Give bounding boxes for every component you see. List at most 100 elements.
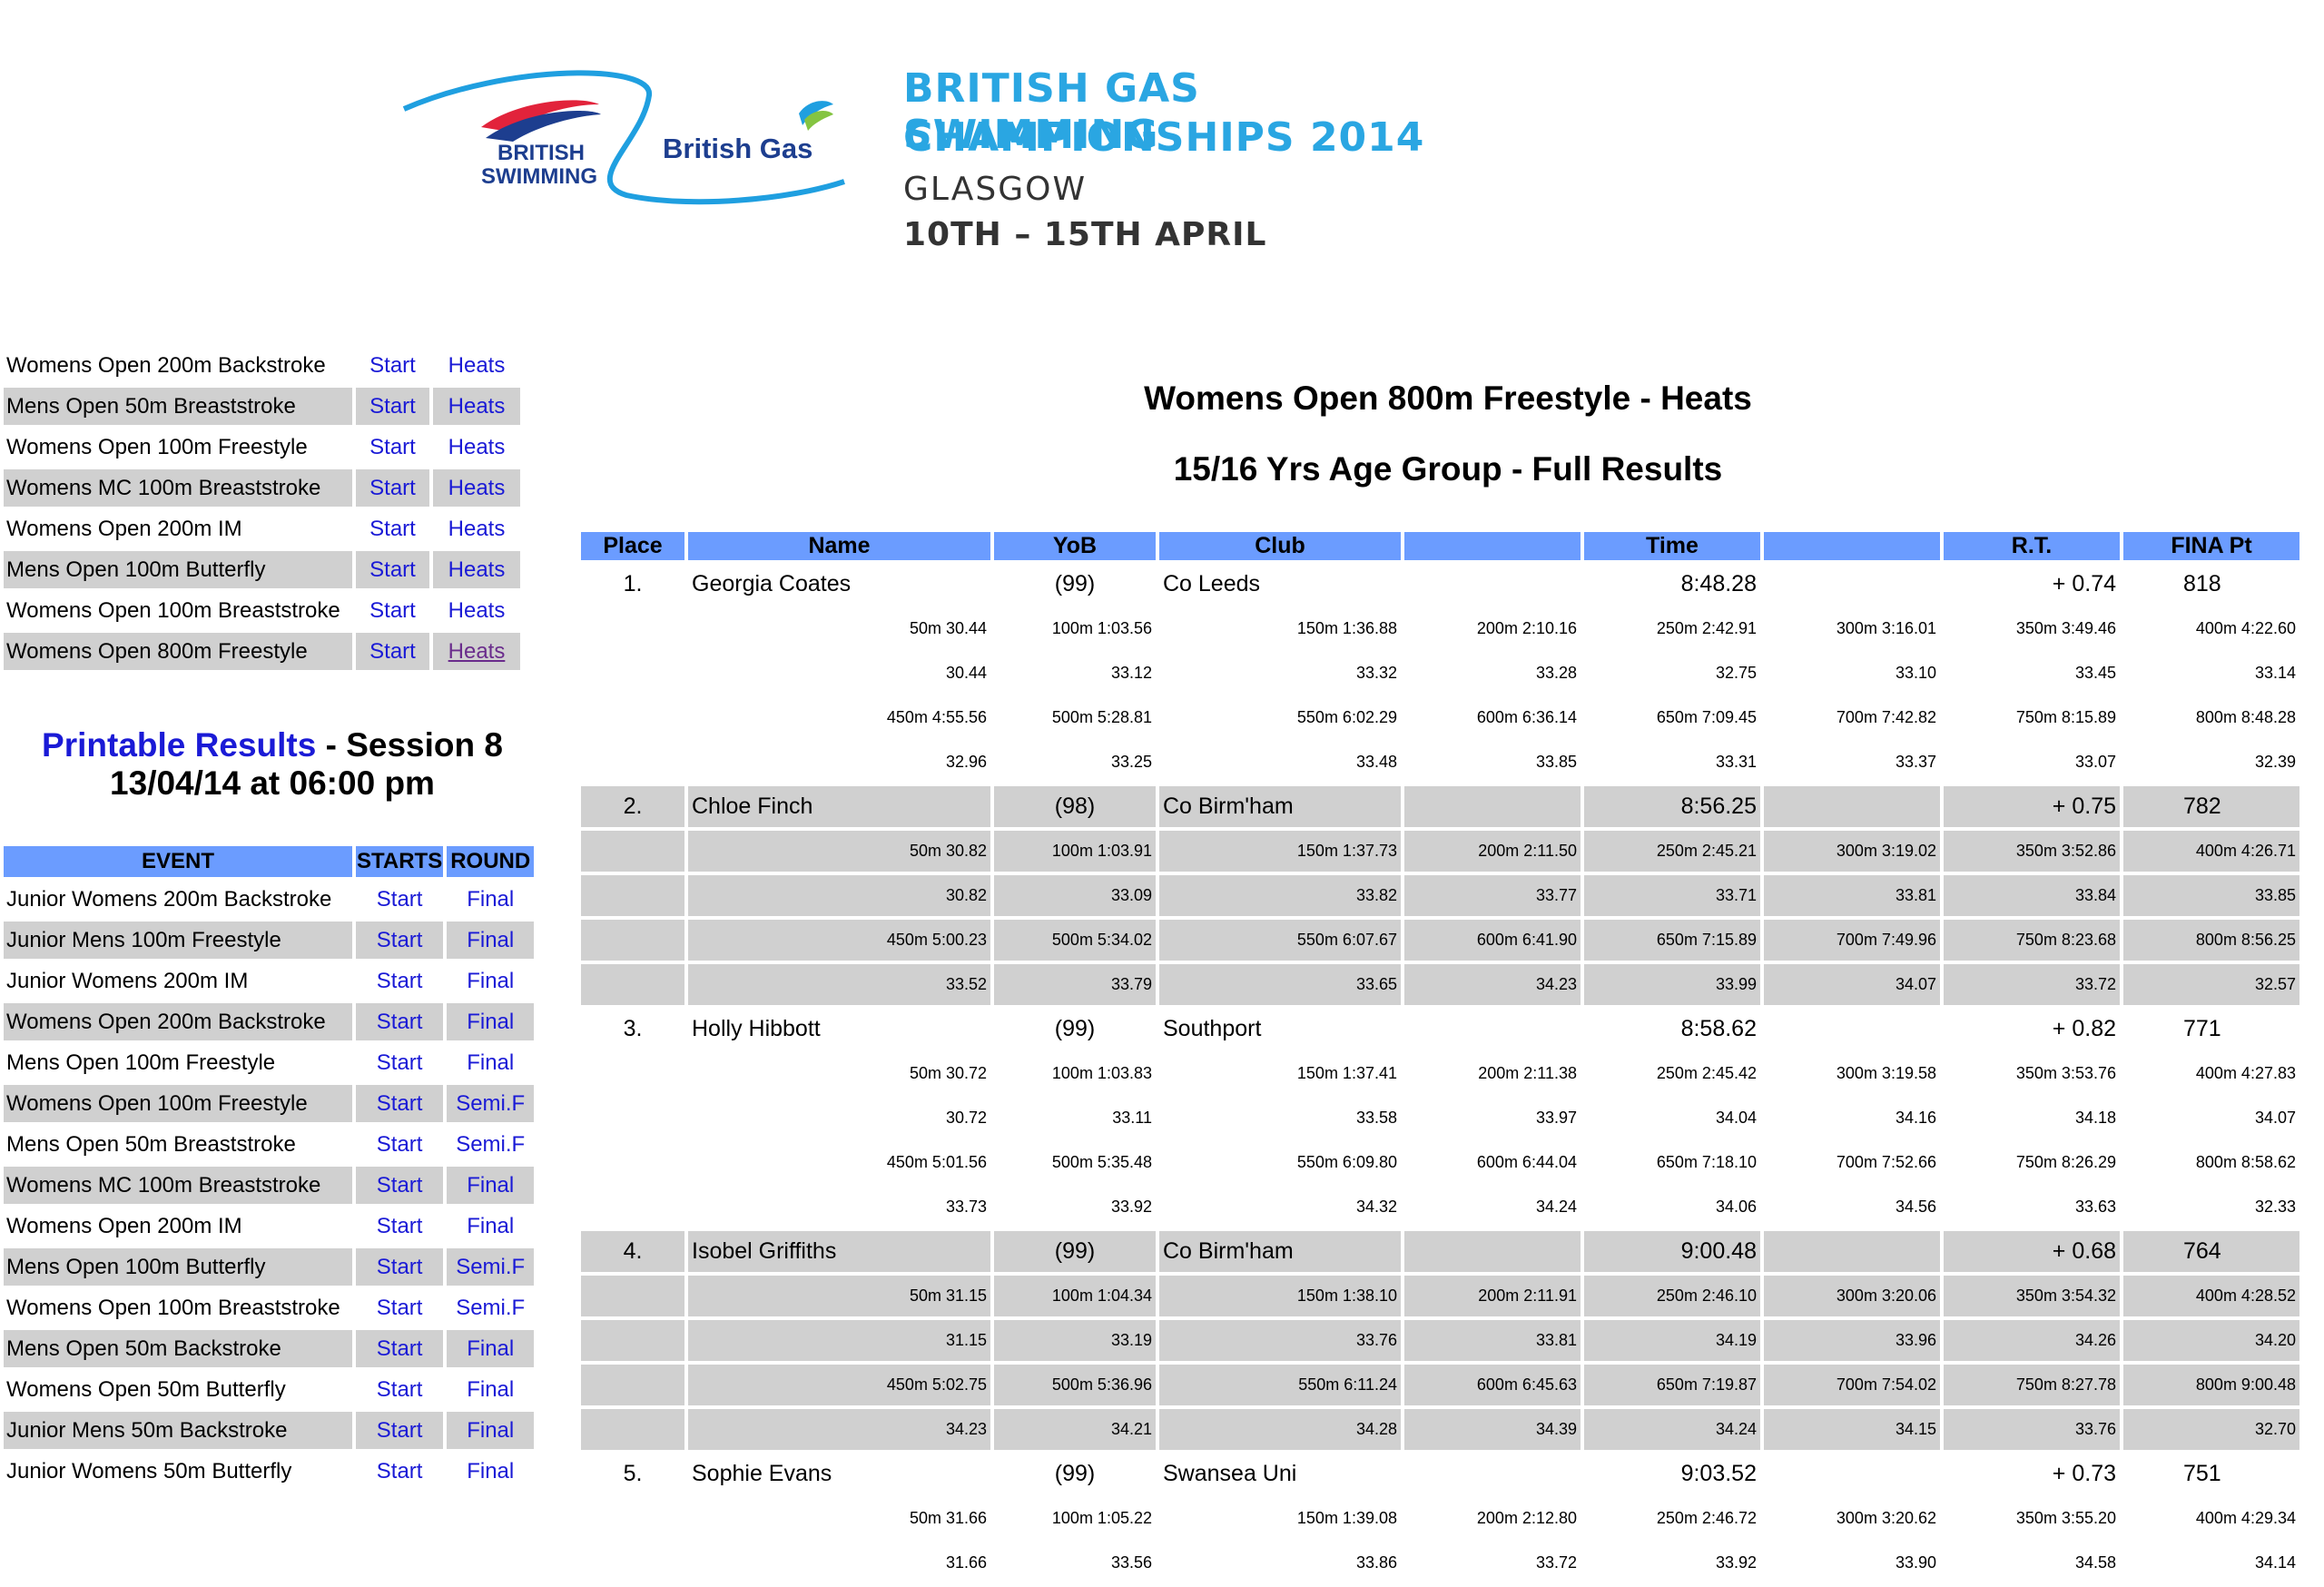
championship-title-line1: BRITISH GAS SWIMMING bbox=[903, 65, 1200, 158]
heats-link[interactable]: Heats bbox=[448, 557, 506, 582]
round-link[interactable]: Final bbox=[467, 1376, 515, 1402]
split-value: 350m 3:49.46 bbox=[2015, 619, 2116, 637]
start-link[interactable]: Start bbox=[369, 393, 416, 419]
split-value: 50m 30.72 bbox=[909, 1064, 987, 1082]
start-link[interactable]: Start bbox=[376, 1090, 423, 1116]
event-name: Mens Open 100m Freestyle bbox=[6, 1050, 276, 1075]
round-cell: Heats bbox=[433, 429, 520, 466]
col-header-yob: YoB bbox=[994, 532, 1156, 560]
result-row: 5. Sophie Evans (99) Swansea Uni 9:03.52 + 0.… bbox=[581, 1454, 2299, 1494]
start-link[interactable]: Start bbox=[369, 352, 416, 378]
round-link[interactable]: Final bbox=[467, 1213, 515, 1238]
event-name: Womens Open 200m Backstroke bbox=[4, 1003, 352, 1040]
split-value: 100m 1:05.22 bbox=[1051, 1509, 1152, 1527]
start-link[interactable]: Start bbox=[376, 1295, 423, 1320]
start-link[interactable]: Start bbox=[376, 1172, 423, 1198]
start-link[interactable]: Start bbox=[376, 1336, 423, 1361]
heats-link[interactable]: Heats bbox=[448, 475, 506, 500]
split-value: 33.58 bbox=[1355, 1109, 1397, 1127]
start-cell: Start bbox=[356, 1330, 444, 1367]
round-link[interactable]: Final bbox=[467, 886, 515, 912]
heats-link[interactable]: Heats bbox=[448, 352, 506, 378]
split-value: 34.23 bbox=[1404, 964, 1581, 1005]
start-link[interactable]: Start bbox=[376, 927, 423, 952]
round-link[interactable]: Semi.F bbox=[456, 1254, 526, 1279]
start-link[interactable]: Start bbox=[376, 968, 423, 993]
heats-link[interactable]: Heats bbox=[448, 434, 506, 459]
split-value: 34.18 bbox=[2074, 1109, 2116, 1127]
event-link-row: Mens Open 50m Breaststroke Start Heats bbox=[4, 388, 520, 425]
round-cell: Heats bbox=[433, 633, 520, 670]
round-link[interactable]: Final bbox=[467, 1458, 515, 1484]
round-link[interactable]: Semi.F bbox=[456, 1090, 526, 1116]
start-link[interactable]: Start bbox=[369, 475, 416, 500]
split-value: 33.12 bbox=[1110, 664, 1152, 682]
event-link-row: Womens Open 200m IM Start Heats bbox=[4, 510, 520, 547]
round-link[interactable]: Final bbox=[467, 1009, 515, 1034]
time: 9:00.48 bbox=[1584, 1231, 1760, 1272]
round-link[interactable]: Final bbox=[467, 968, 515, 993]
split-value: 100m 1:04.34 bbox=[994, 1276, 1156, 1316]
start-link[interactable]: Start bbox=[369, 638, 416, 664]
split-value: 33.77 bbox=[1404, 875, 1581, 916]
start-link[interactable]: Start bbox=[376, 1417, 423, 1443]
heats-link[interactable]: Heats bbox=[448, 393, 506, 419]
split-value: 750m 8:27.78 bbox=[1944, 1365, 2120, 1405]
session-event-row: Mens Open 100m Freestyle Start Final bbox=[4, 1044, 534, 1081]
round-link[interactable]: Final bbox=[467, 1336, 515, 1361]
split-value: 650m 7:09.45 bbox=[1656, 708, 1757, 726]
split-value: 400m 4:26.71 bbox=[2123, 831, 2299, 872]
printable-results-link[interactable]: Printable Results bbox=[42, 726, 317, 764]
round-cell: Final bbox=[447, 1330, 535, 1367]
championship-city: GLASGOW bbox=[903, 171, 1088, 208]
start-link[interactable]: Start bbox=[369, 516, 416, 541]
split-value: 34.23 bbox=[688, 1409, 990, 1450]
results-subtitle: 15/16 Yrs Age Group - Full Results bbox=[1173, 450, 1723, 488]
event-link-row: Mens Open 100m Butterfly Start Heats bbox=[4, 551, 520, 588]
heats-link[interactable]: Heats bbox=[448, 516, 506, 541]
round-link[interactable]: Semi.F bbox=[456, 1131, 526, 1157]
blank-cell bbox=[581, 964, 684, 1005]
session-event-row: Junior Womens 200m Backstroke Start Final bbox=[4, 881, 534, 918]
blank-cell bbox=[1404, 1009, 1581, 1050]
split-value: 650m 7:19.87 bbox=[1584, 1365, 1760, 1405]
split-value: 33.76 bbox=[1944, 1409, 2120, 1450]
start-link[interactable]: Start bbox=[369, 597, 416, 623]
start-link[interactable]: Start bbox=[369, 434, 416, 459]
start-cell: Start bbox=[356, 1289, 443, 1326]
start-link[interactable]: Start bbox=[376, 1009, 423, 1034]
start-link[interactable]: Start bbox=[376, 1213, 423, 1238]
split-value: 600m 6:44.04 bbox=[1476, 1153, 1577, 1171]
start-link[interactable]: Start bbox=[376, 1376, 423, 1402]
start-link[interactable]: Start bbox=[376, 1131, 423, 1157]
round-link[interactable]: Final bbox=[467, 1172, 515, 1198]
start-link[interactable]: Start bbox=[376, 1458, 423, 1484]
split-value: 34.32 bbox=[1355, 1198, 1397, 1216]
logo-sponsor-text: British Gas bbox=[663, 133, 812, 164]
session-datetime: 13/04/14 at 06:00 pm bbox=[110, 764, 435, 802]
heats-link[interactable]: Heats bbox=[448, 597, 506, 623]
split-value: 600m 6:45.63 bbox=[1404, 1365, 1581, 1405]
result-row: 1. Georgia Coates (99) Co Leeds 8:48.28 + 0.7… bbox=[581, 564, 2299, 605]
round-link[interactable]: Semi.F bbox=[456, 1295, 526, 1320]
split-value: 33.76 bbox=[1159, 1320, 1401, 1361]
start-link[interactable]: Start bbox=[376, 1050, 423, 1075]
start-link[interactable]: Start bbox=[376, 1254, 423, 1279]
session-event-row: Junior Mens 100m Freestyle Start Final bbox=[4, 922, 535, 959]
session-event-row: Womens Open 200m Backstroke Start Final bbox=[4, 1003, 535, 1040]
start-link[interactable]: Start bbox=[376, 886, 423, 912]
split-value: 100m 1:03.83 bbox=[1051, 1064, 1152, 1082]
fina-points: 818 bbox=[2183, 571, 2221, 596]
round-link[interactable]: Final bbox=[467, 1050, 515, 1075]
start-link[interactable]: Start bbox=[369, 557, 416, 582]
split-value: 100m 1:03.56 bbox=[1051, 619, 1152, 637]
heats-link[interactable]: Heats bbox=[448, 638, 506, 664]
split-value: 34.24 bbox=[1535, 1198, 1577, 1216]
split-value: 400m 4:22.60 bbox=[2195, 619, 2296, 637]
round-link[interactable]: Final bbox=[467, 1417, 515, 1443]
year-of-birth: (99) bbox=[1054, 571, 1096, 596]
round-link[interactable]: Final bbox=[467, 927, 515, 952]
blank-cell bbox=[1764, 786, 1940, 827]
event-name: Mens Open 50m Breaststroke bbox=[4, 388, 352, 425]
split-value: 250m 2:42.91 bbox=[1656, 619, 1757, 637]
